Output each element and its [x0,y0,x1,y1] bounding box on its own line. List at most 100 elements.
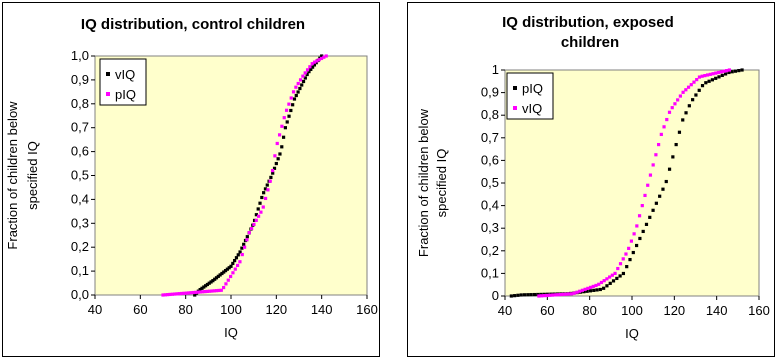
data-point-viq [725,69,729,73]
data-point-piq [687,104,691,108]
data-point-viq [599,280,604,285]
x-tick-label: 100 [621,303,643,318]
data-point-viq [296,90,300,94]
legend-marker [513,86,517,90]
x-tick-label: 40 [88,302,102,317]
data-point-viq [640,204,644,208]
data-point-viq [204,284,208,288]
y-tick-label: 0,5 [71,168,89,183]
data-point-piq [170,292,174,296]
data-point-piq [317,58,321,62]
data-point-viq [591,284,595,289]
data-point-piq [730,70,734,74]
data-point-piq [252,222,256,227]
data-point-viq [218,273,222,277]
y-axis-label: Fraction of children below [416,108,431,257]
y-axis-label: Fraction of children below [5,101,20,250]
data-point-viq [705,73,710,77]
data-point-piq [595,288,599,292]
data-point-piq [275,141,279,146]
data-point-piq [707,79,711,83]
x-tick-label: 160 [356,302,378,317]
x-tick-label: 120 [265,302,287,317]
data-point-piq [240,252,244,257]
data-point-piq [700,84,705,88]
data-point-piq [605,284,609,288]
y-tick-label: 0,9 [481,85,499,100]
data-point-viq [227,266,231,270]
data-point-piq [621,271,626,276]
data-point-piq [592,288,596,292]
data-point-piq [611,279,616,283]
data-point-viq [301,79,306,84]
data-point-viq [271,171,275,175]
data-point-viq [667,110,672,114]
data-point-piq [229,274,233,279]
y-tick-label: 0,1 [481,265,499,280]
data-point-viq [245,235,249,239]
data-point-viq [542,294,546,298]
data-point-viq [654,153,658,157]
y-tick-label: 1 [492,62,499,77]
data-point-viq [553,293,557,297]
data-point-viq [602,279,606,283]
data-point-piq [168,292,172,297]
data-point-piq [509,294,513,298]
data-point-viq [665,117,669,122]
x-tick-label: 160 [748,303,770,318]
data-point-piq [201,290,205,294]
data-point-piq [291,90,296,94]
data-point-viq [548,293,552,297]
data-point-viq [274,161,278,166]
y-tick-label: 0,8 [71,96,89,111]
data-point-piq [254,218,258,222]
data-point-viq [616,266,620,271]
data-point-piq [681,118,685,122]
y-tick-label: 0,8 [481,107,499,122]
data-point-piq [641,229,645,234]
data-point-piq [184,291,188,295]
data-point-viq [659,132,663,137]
data-point-viq [281,135,286,139]
chart-title: IQ distribution, control children [81,16,305,33]
data-point-piq [284,108,289,112]
data-point-piq [526,293,530,297]
data-point-piq [664,179,668,184]
data-point-piq [305,68,310,72]
data-point-piq [529,293,533,297]
data-point-viq [719,70,723,74]
data-point-viq [537,294,541,298]
data-point-piq [303,71,307,75]
legend-label: pIQ [115,87,136,102]
control-chart-svg: IQ distribution, control children 0,0 0,1… [5,16,378,340]
data-point-viq [216,274,220,278]
legend-label: pIQ [522,81,543,96]
data-point-viq [309,67,313,71]
data-point-piq [173,292,177,296]
x-axis-label: IQ [625,326,639,341]
data-point-viq [225,267,229,271]
data-point-viq [222,270,226,274]
data-point-viq [697,75,702,79]
data-point-viq [233,258,237,263]
data-point-piq [513,294,517,298]
data-point-piq [694,93,698,97]
data-point-viq [223,269,228,273]
data-point-viq [569,292,574,296]
data-point-piq [273,154,277,158]
data-point-piq [315,59,319,63]
legend-marker [106,92,110,96]
data-point-piq [256,214,261,218]
data-point-viq [256,207,260,211]
x-tick-label: 60 [133,302,147,317]
data-point-piq [516,293,520,297]
legend-marker [513,106,517,110]
data-point-viq [213,277,217,281]
data-point-viq [597,282,601,286]
data-point-viq [254,213,258,217]
data-point-piq [651,208,655,212]
data-point-piq [298,78,303,82]
data-point-piq [740,68,744,72]
data-point-viq [262,191,266,195]
data-point-piq [296,81,300,86]
